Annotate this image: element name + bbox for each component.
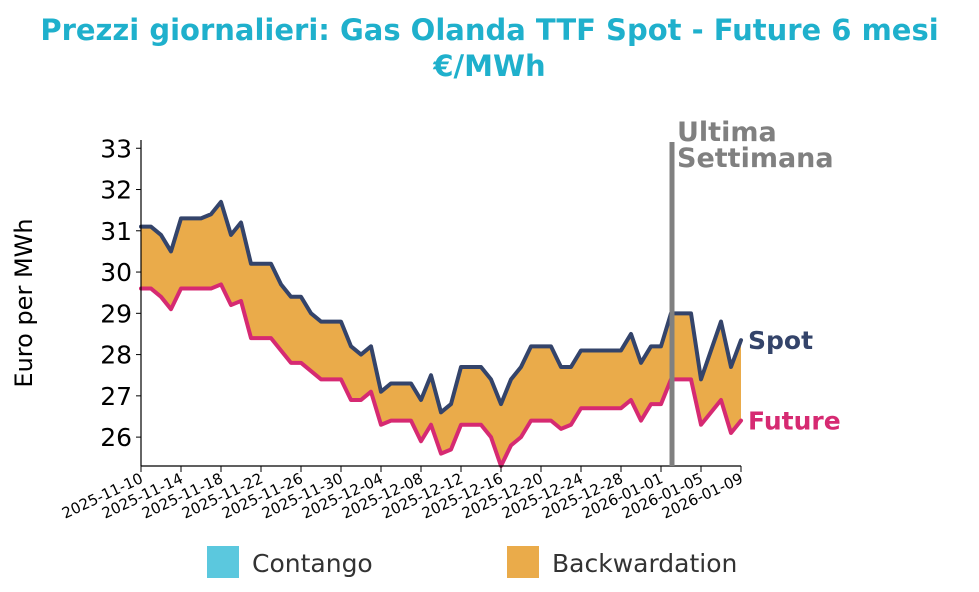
y-tick-label: 29 (100, 299, 132, 328)
y-tick-label: 33 (100, 134, 132, 163)
y-tick-label: 28 (100, 341, 132, 370)
last-week-label-line1: Ultima (677, 117, 777, 148)
backwardation-area (141, 201, 741, 466)
y-tick-label: 26 (100, 423, 132, 452)
y-tick-label: 30 (100, 258, 132, 287)
legend-label-contango: Contango (252, 549, 373, 578)
legend-swatch-backwardation (507, 546, 539, 578)
last-week-label-line2: Settimana (677, 143, 834, 174)
y-tick-label: 32 (100, 176, 132, 205)
chart-title: Prezzi giornalieri: Gas Olanda TTF Spot … (0, 12, 979, 84)
chart-title-line1: Prezzi giornalieri: Gas Olanda TTF Spot … (40, 13, 939, 47)
series-line-future (139, 282, 743, 468)
chart-subtitle: €/MWh (433, 49, 546, 83)
legend-swatch-contango (207, 546, 239, 578)
series-line-spot (139, 199, 743, 415)
y-axis-label: Euro per MWh (10, 218, 38, 387)
legend-label-backwardation: Backwardation (552, 549, 737, 578)
series-label-future: Future (748, 407, 841, 436)
y-tick-label: 27 (100, 382, 132, 411)
series-label-spot: Spot (748, 326, 813, 355)
y-tick-label: 31 (100, 217, 132, 246)
